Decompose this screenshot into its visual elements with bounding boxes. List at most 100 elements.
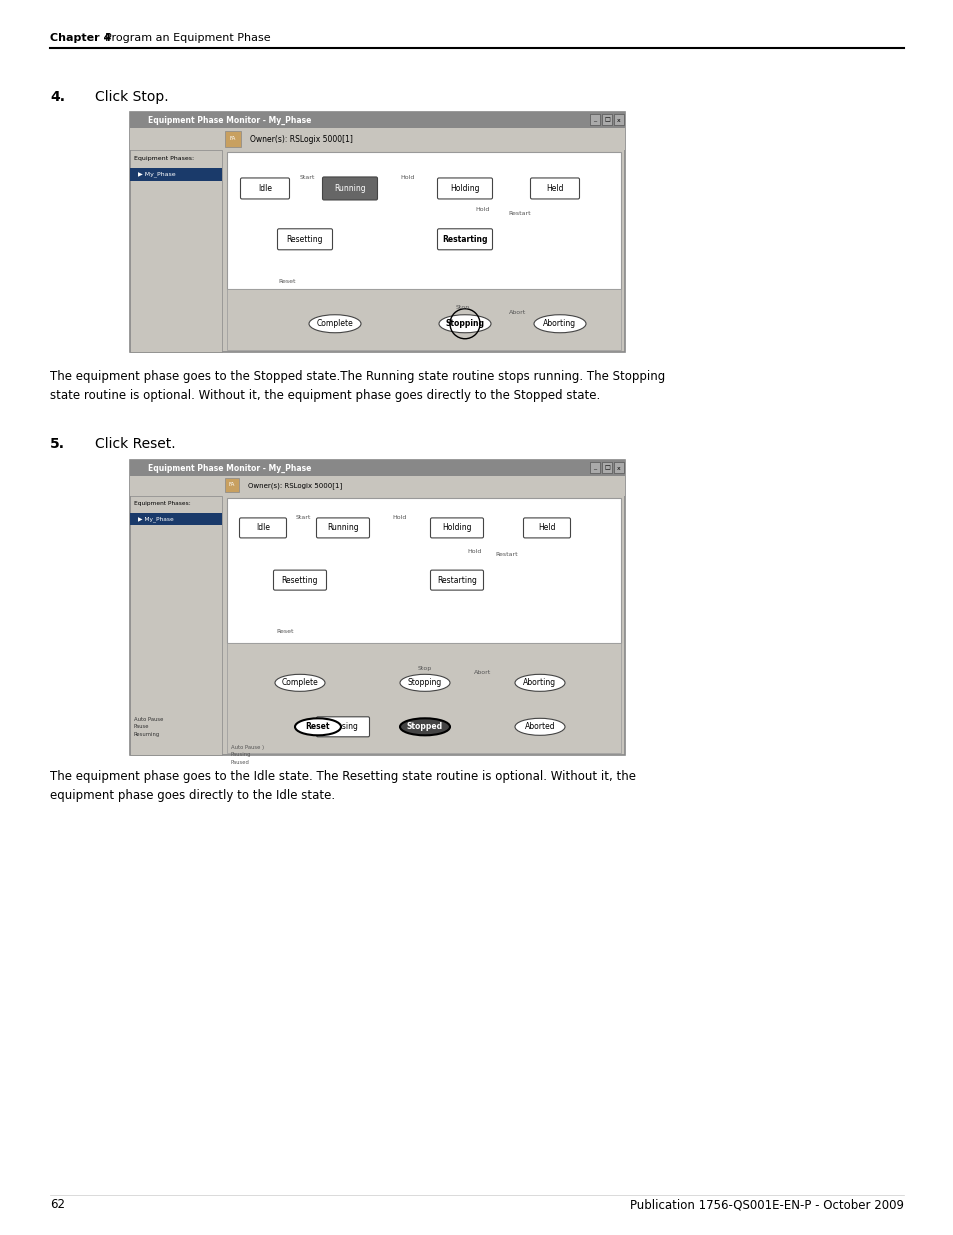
FancyBboxPatch shape [316,517,369,538]
Text: Aborting: Aborting [523,678,556,688]
FancyBboxPatch shape [130,112,624,352]
Text: Restarting: Restarting [442,235,487,243]
Text: Complete: Complete [316,319,353,329]
FancyBboxPatch shape [130,149,222,352]
FancyBboxPatch shape [430,571,483,590]
FancyBboxPatch shape [239,517,286,538]
Text: 62: 62 [50,1198,65,1212]
FancyBboxPatch shape [523,517,570,538]
FancyBboxPatch shape [614,462,623,473]
FancyBboxPatch shape [130,513,222,525]
Text: Owner(s): RSLogix 5000[1]: Owner(s): RSLogix 5000[1] [248,483,342,489]
Text: The equipment phase goes to the Idle state. The Resetting state routine is optio: The equipment phase goes to the Idle sta… [50,769,636,802]
Ellipse shape [515,719,564,735]
Ellipse shape [294,719,340,735]
FancyBboxPatch shape [130,168,222,182]
Text: Equipment Phase Monitor - My_Phase: Equipment Phase Monitor - My_Phase [148,115,311,125]
Text: Stopping: Stopping [445,319,484,329]
FancyBboxPatch shape [130,128,624,149]
FancyBboxPatch shape [130,496,222,755]
Text: Restart: Restart [496,552,517,557]
FancyBboxPatch shape [130,459,624,475]
Text: □: □ [603,466,609,471]
Text: ▶ My_Phase: ▶ My_Phase [138,172,175,178]
Text: Click Reset.: Click Reset. [95,437,175,451]
Text: Abort: Abort [474,671,491,676]
Text: Held: Held [537,524,556,532]
Text: Auto Pause
Pause
Resuming: Auto Pause Pause Resuming [133,718,163,737]
Text: Hold: Hold [467,548,481,553]
Text: FA: FA [230,137,236,142]
FancyBboxPatch shape [130,475,624,496]
Text: Start: Start [299,175,314,180]
Text: Resetting: Resetting [281,576,318,584]
Text: Stop: Stop [456,305,470,310]
Text: Abort: Abort [508,310,525,315]
Text: Stopped: Stopped [407,722,442,731]
FancyBboxPatch shape [277,228,333,249]
FancyBboxPatch shape [601,114,612,125]
Ellipse shape [309,315,360,332]
Text: Pausing: Pausing [328,722,357,731]
FancyBboxPatch shape [225,478,239,492]
Text: Click Stop.: Click Stop. [95,90,169,104]
Text: Program an Equipment Phase: Program an Equipment Phase [105,33,271,43]
Text: Complete: Complete [281,678,318,688]
Text: Equipment Phases:: Equipment Phases: [133,156,193,161]
Text: FA: FA [229,483,235,488]
Text: Stop: Stop [417,667,432,672]
Text: Equipment Phase Monitor - My_Phase: Equipment Phase Monitor - My_Phase [148,463,311,473]
FancyBboxPatch shape [589,462,599,473]
Text: Idle: Idle [257,184,272,193]
Ellipse shape [399,719,450,735]
Ellipse shape [515,674,564,692]
FancyBboxPatch shape [225,131,241,147]
Text: Reset: Reset [305,722,330,731]
Text: Held: Held [546,184,563,193]
Text: Reset: Reset [278,279,295,284]
FancyBboxPatch shape [430,517,483,538]
Text: Hold: Hold [476,207,490,212]
Text: Auto Pause )
Pausing
Paused: Auto Pause ) Pausing Paused [231,745,264,764]
Text: _: _ [593,466,596,471]
Text: Hold: Hold [400,175,415,180]
FancyBboxPatch shape [530,178,578,199]
Text: Holding: Holding [442,524,471,532]
Text: _: _ [593,117,596,122]
Text: ▶ My_Phase: ▶ My_Phase [138,516,173,522]
Ellipse shape [534,315,585,332]
Text: Reset: Reset [276,629,294,634]
FancyBboxPatch shape [601,462,612,473]
Ellipse shape [438,315,491,332]
FancyBboxPatch shape [316,716,369,737]
FancyBboxPatch shape [274,571,326,590]
Text: Start: Start [295,515,311,520]
Text: The equipment phase goes to the Stopped state.The Running state routine stops ru: The equipment phase goes to the Stopped … [50,370,664,403]
FancyBboxPatch shape [227,289,620,350]
Text: Equipment Phases:: Equipment Phases: [133,501,191,506]
Text: x: x [617,466,620,471]
Text: □: □ [603,117,609,122]
Text: x: x [617,117,620,122]
Text: Hold: Hold [393,515,407,520]
Text: Resetting: Resetting [287,235,323,243]
Ellipse shape [274,674,325,692]
Ellipse shape [399,674,450,692]
FancyBboxPatch shape [227,498,620,643]
FancyBboxPatch shape [437,228,492,249]
Text: Publication 1756-QS001E-EN-P - October 2009: Publication 1756-QS001E-EN-P - October 2… [629,1198,903,1212]
Text: Holding: Holding [450,184,479,193]
Text: Running: Running [327,524,358,532]
FancyBboxPatch shape [322,177,377,200]
Text: Running: Running [334,184,365,193]
FancyBboxPatch shape [130,459,624,755]
FancyBboxPatch shape [614,114,623,125]
Text: Chapter 4: Chapter 4 [50,33,112,43]
Text: Aborting: Aborting [543,319,576,329]
Text: Aborted: Aborted [524,722,555,731]
Text: 5.: 5. [50,437,65,451]
Text: Restarting: Restarting [436,576,476,584]
Text: Restart: Restart [508,211,531,216]
Text: Idle: Idle [255,524,270,532]
Text: Stopping: Stopping [408,678,441,688]
